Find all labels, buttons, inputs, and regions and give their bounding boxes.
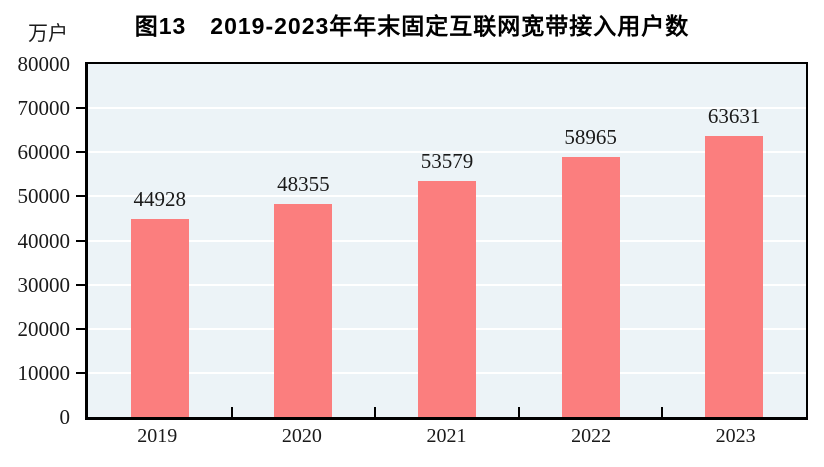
bar-category-cell: 58965: [519, 64, 663, 417]
bar: [705, 136, 764, 417]
bar-value-label: 48355: [277, 172, 330, 196]
bar-category-cell: 48355: [232, 64, 376, 417]
bar: [561, 157, 620, 417]
bars-row: 44928 48355 53579 58965 63631: [88, 64, 806, 417]
y-axis-tick: [76, 371, 85, 374]
x-axis-tick: [517, 407, 520, 417]
y-axis-tick: [76, 283, 85, 286]
x-axis-tick-label: 2020: [281, 425, 322, 447]
y-axis-tick-label: 60000: [17, 140, 71, 165]
chart-title: 图13 2019-2023年年末固定互联网宽带接入用户数: [134, 13, 690, 39]
plot-area: 44928 48355 53579 58965 63631: [85, 62, 808, 420]
bar: [274, 204, 333, 417]
gridline: [88, 107, 806, 110]
x-axis-tick-label: 2023: [715, 425, 756, 447]
y-axis-tick-label: 40000: [17, 228, 71, 253]
x-axis-tick-label: 2021: [426, 425, 467, 447]
y-axis-tick-label: 0: [59, 405, 71, 429]
x-axis-tick-label: 2022: [571, 425, 612, 447]
bar-value-label: 63631: [707, 104, 761, 128]
x-axis-tick-labels: 2019 2020 2021 2022 2023: [85, 425, 808, 448]
bar-category-cell: 44928: [88, 64, 232, 417]
y-axis-tick-label: 50000: [17, 184, 71, 209]
y-axis-tick: [76, 107, 85, 110]
y-axis-tick-label: 20000: [17, 316, 71, 341]
y-axis-tick: [76, 239, 85, 242]
y-axis-tick-label: 30000: [17, 272, 71, 297]
x-axis-tick: [661, 407, 664, 417]
gridline: [88, 151, 806, 154]
y-axis-tick: [76, 327, 85, 330]
bar-value-label: 58965: [564, 125, 617, 149]
y-axis-tick-label: 10000: [17, 360, 71, 385]
bar: [417, 181, 476, 417]
y-axis-tick: [76, 151, 85, 154]
y-axis-tick-label: 70000: [17, 96, 71, 121]
y-axis-unit-label: 万户: [28, 23, 68, 45]
bar: [130, 219, 189, 417]
bar-value-label: 53579: [420, 149, 474, 173]
bar-value-label: 44928: [133, 187, 187, 211]
x-axis-tick-label: 2019: [137, 425, 178, 447]
bar-category-cell: 63631: [662, 64, 806, 417]
y-axis-tick: [76, 195, 85, 198]
x-axis-tick: [230, 407, 233, 417]
y-axis-tick-labels: 0 10000 20000 30000 40000 50000 60000 70000 8000…: [0, 52, 71, 429]
x-axis-tick: [374, 407, 377, 417]
bar-category-cell: 53579: [375, 64, 519, 417]
y-axis-tick-label: 80000: [17, 52, 71, 76]
